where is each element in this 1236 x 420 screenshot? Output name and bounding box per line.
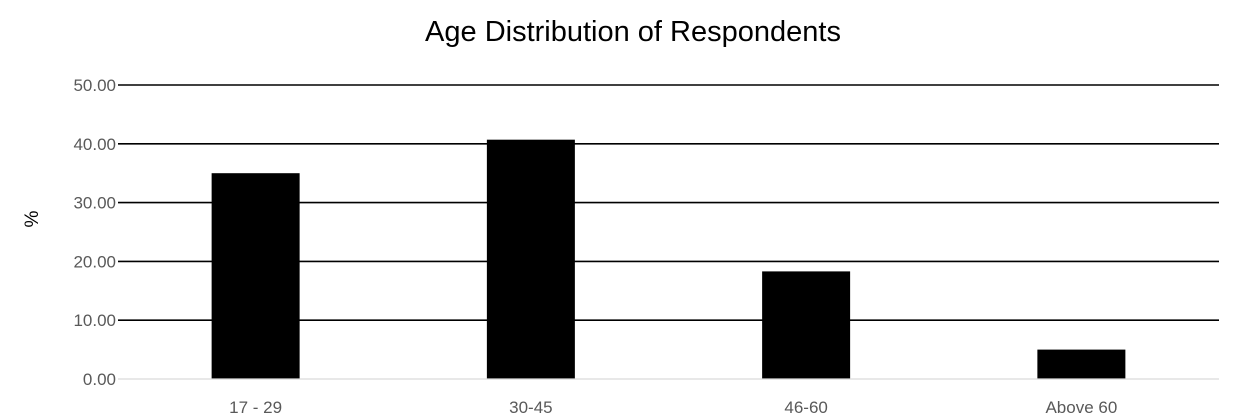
x-tick-label: 30-45 bbox=[509, 398, 552, 417]
x-tick-label: Above 60 bbox=[1045, 398, 1117, 417]
y-tick-label: 50.00 bbox=[73, 76, 116, 95]
chart-title: Age Distribution of Respondents bbox=[425, 16, 841, 48]
y-tick-label: 40.00 bbox=[73, 135, 116, 154]
gridlines bbox=[118, 84, 1219, 322]
bars bbox=[211, 139, 1126, 379]
y-tick-label: 0.00 bbox=[83, 370, 116, 389]
y-tick-label: 10.00 bbox=[73, 311, 116, 330]
x-tick-label: 17 - 29 bbox=[229, 398, 282, 417]
y-axis-tick-labels: 0.00 10.00 20.00 30.00 40.00 50.00 bbox=[73, 76, 116, 389]
y-tick-label: 30.00 bbox=[73, 194, 116, 213]
y-axis-title: % bbox=[22, 210, 43, 227]
bar-17-29 bbox=[211, 173, 300, 379]
bar-46-60 bbox=[762, 271, 851, 379]
x-tick-label: 46-60 bbox=[784, 398, 827, 417]
bar-30-45 bbox=[486, 139, 575, 379]
x-axis-tick-labels: 17 - 29 30-45 46-60 Above 60 bbox=[229, 398, 1117, 417]
bar-above-60 bbox=[1037, 349, 1126, 379]
y-tick-label: 20.00 bbox=[73, 252, 116, 271]
